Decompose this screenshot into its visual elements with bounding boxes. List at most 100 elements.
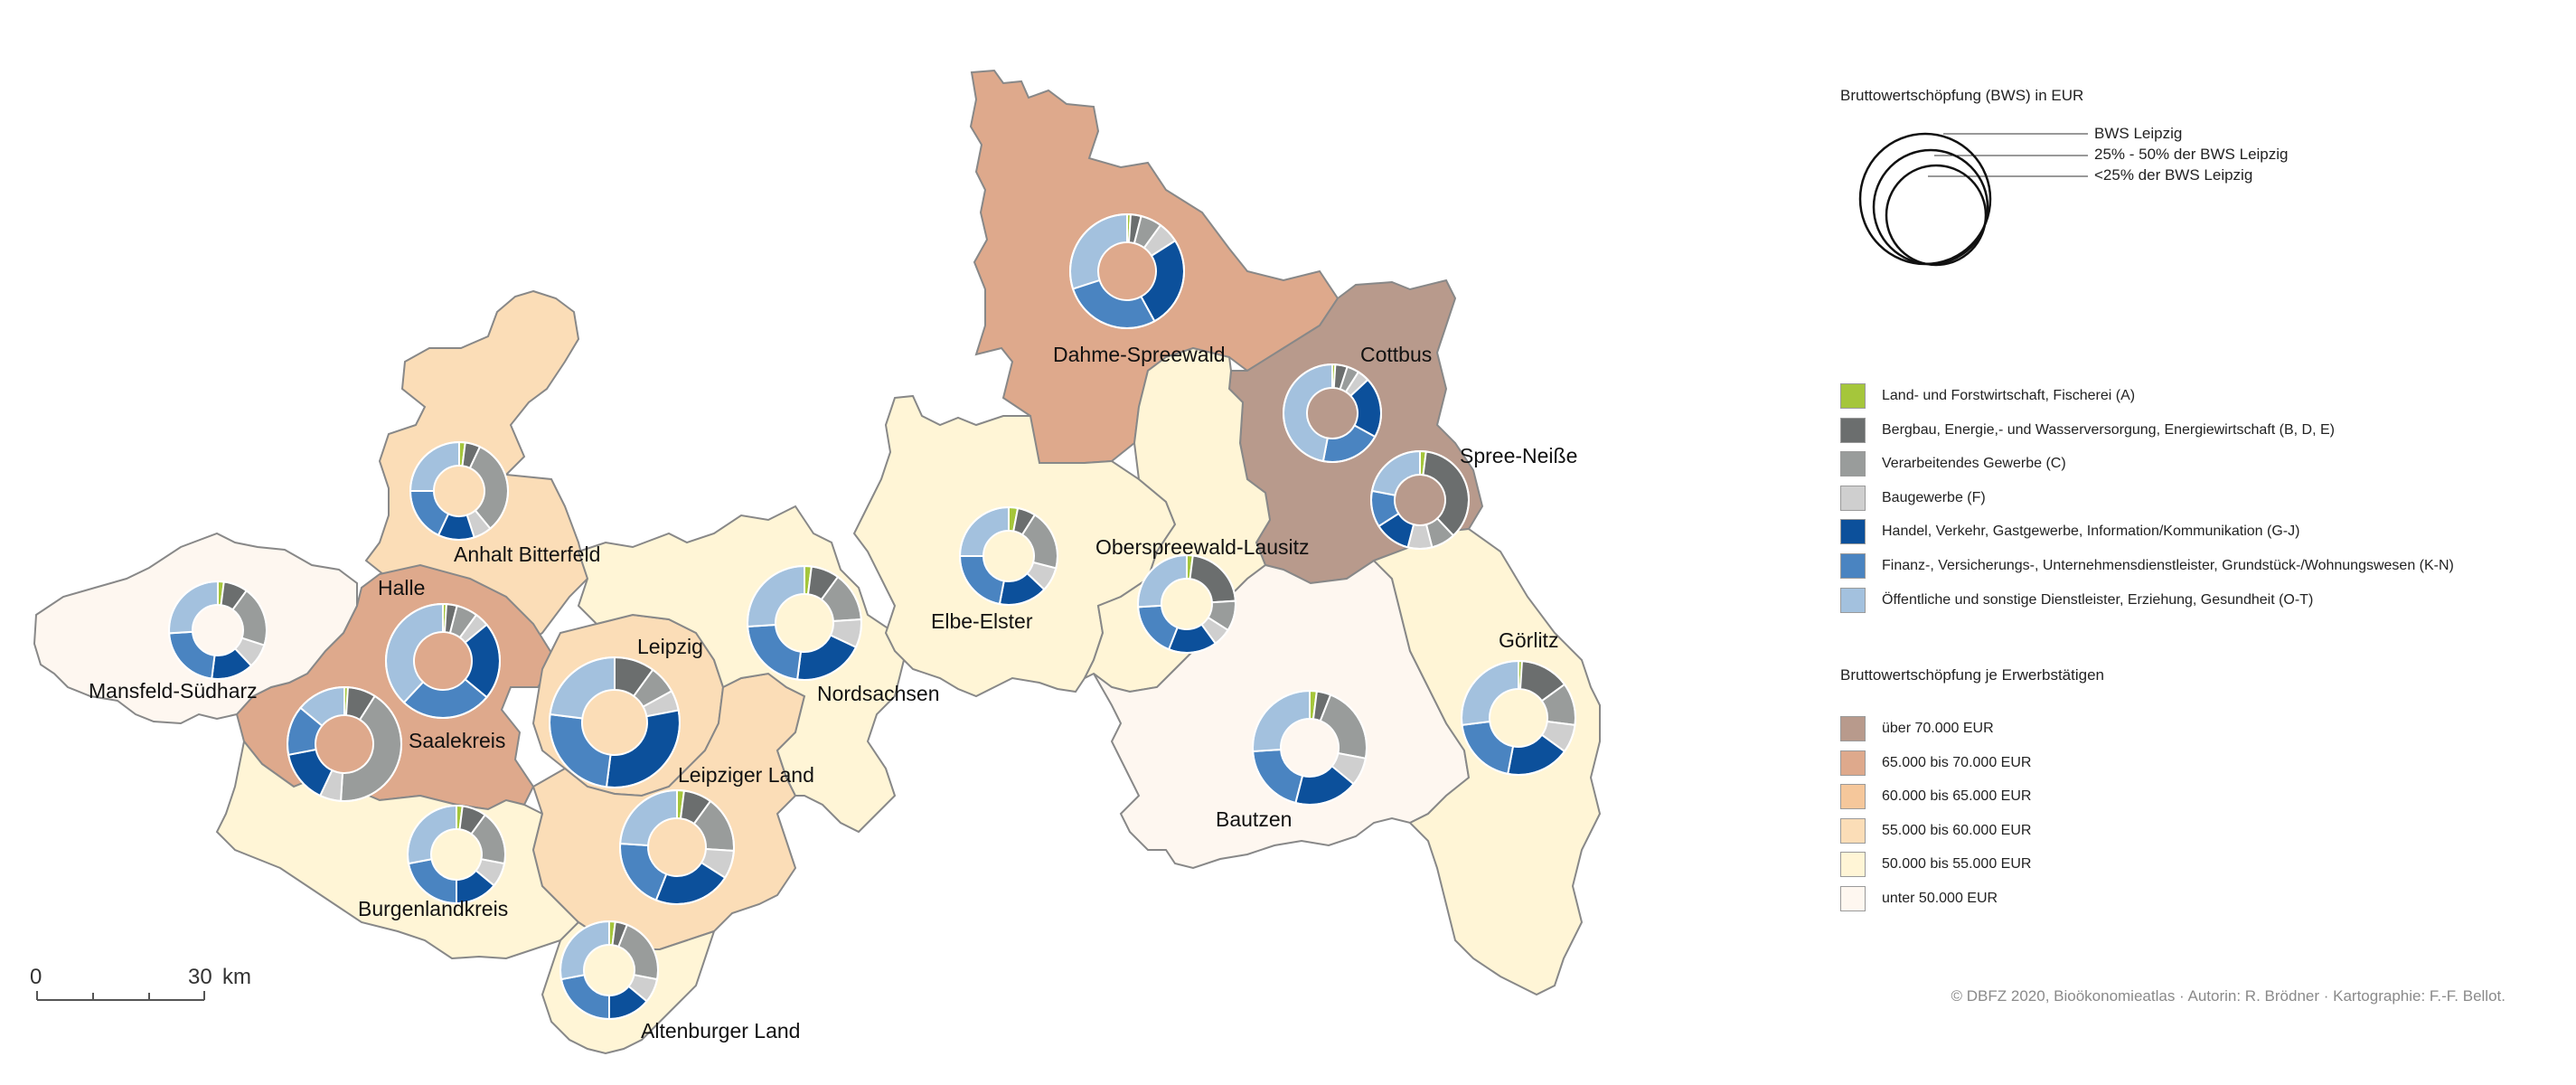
sector-legend-item-bde: Bergbau, Energie,- und Wasserversorgung,…	[1840, 417, 2335, 444]
donut-bautzen[interactable]	[1252, 689, 1368, 806]
sector-swatch	[1840, 553, 1866, 579]
productivity-legend-item: unter 50.000 EUR	[1840, 885, 1998, 912]
sector-legend-item-ot: Öffentliche und sonstige Dienstleister, …	[1840, 587, 2313, 614]
donut-saalekreis[interactable]	[287, 685, 402, 802]
scale-end-label: 30	[188, 965, 212, 989]
label-bautzen: Bautzen	[1216, 807, 1292, 831]
label-goerlitz: Görlitz	[1499, 628, 1558, 652]
donut-nordsachsen[interactable]	[747, 564, 862, 681]
label-mansfeld-suedharz: Mansfeld-Südharz	[89, 679, 258, 703]
productivity-label: 55.000 bis 60.000 EUR	[1882, 822, 2032, 838]
label-leipziger-land: Leipziger Land	[678, 763, 814, 787]
sector-label: Bergbau, Energie,- und Wasserversorgung,…	[1882, 421, 2335, 438]
productivity-swatch	[1840, 784, 1866, 810]
sector-swatch	[1840, 587, 1866, 613]
donut-leipzig[interactable]	[549, 656, 681, 788]
productivity-label: 60.000 bis 65.000 EUR	[1882, 788, 2032, 805]
legend: Bruttowertschöpfung (BWS) in EUR BWS Lei…	[1808, 0, 2549, 1085]
productivity-legend-item: über 70.000 EUR	[1840, 715, 1994, 742]
donut-outline	[1252, 690, 1368, 806]
donut-outline	[559, 920, 659, 1020]
productivity-swatch	[1840, 750, 1866, 776]
productivity-label: über 70.000 EUR	[1882, 721, 1994, 736]
donut-outline	[549, 656, 681, 788]
donut-outline	[287, 686, 402, 802]
label-saalekreis: Saalekreis	[409, 729, 505, 752]
sector-label: Handel, Verkehr, Gastgewerbe, Informatio…	[1882, 524, 2300, 540]
sector-legend-item-a: Land- und Forstwirtschaft, Fischerei (A)	[1840, 382, 2135, 410]
donut-mansfeld-südharz[interactable]	[168, 580, 268, 680]
donut-outline	[168, 580, 268, 680]
donut-cottbus[interactable]	[1283, 363, 1382, 463]
donut-dahme-spreewald[interactable]	[1068, 212, 1185, 329]
productivity-swatch	[1840, 817, 1866, 844]
productivity-legend-item: 55.000 bis 60.000 EUR	[1840, 817, 2031, 844]
label-anhalt-bitterfeld: Anhalt Bitterfeld	[454, 542, 600, 566]
donut-altenburger-land[interactable]	[559, 920, 659, 1021]
productivity-legend-title: Bruttowertschöpfung je Erwerbstätigen	[1840, 666, 2104, 684]
sector-legend-item-c: Verarbeitendes Gewerbe (C)	[1840, 450, 2066, 477]
donut-outline	[1069, 213, 1185, 329]
productivity-legend-item: 65.000 bis 70.000 EUR	[1840, 750, 2031, 777]
donut-outline	[409, 441, 509, 541]
label-elbe-elster: Elbe-Elster	[931, 609, 1033, 633]
map: Dahme-Spreewald Cottbus Spree-Neiße Anha…	[30, 69, 1602, 1055]
sector-label: Öffentliche und sonstige Dienstleister, …	[1882, 591, 2314, 608]
legend-title: Bruttowertschöpfung (BWS) in EUR	[1840, 87, 2084, 104]
donut-outline	[619, 789, 735, 905]
donut-outline	[1137, 554, 1236, 654]
sector-legend-item-kn: Finanz-, Versicherungs-, Unternehmensdie…	[1840, 552, 2454, 580]
label-cottbus: Cottbus	[1360, 343, 1432, 366]
sector-label: Land- und Forstwirtschaft, Fischerei (A)	[1882, 388, 2136, 403]
label-leipzig: Leipzig	[637, 635, 703, 658]
productivity-label: 65.000 bis 70.000 EUR	[1882, 754, 2032, 770]
donut-görlitz[interactable]	[1461, 659, 1576, 776]
productivity-label: 50.000 bis 55.000 EUR	[1882, 856, 2032, 873]
region-mansfeld-suedharz[interactable]	[33, 532, 358, 725]
sector-label: Verarbeitendes Gewerbe (C)	[1882, 456, 2066, 472]
size-legend-circles	[1858, 132, 2088, 267]
label-dahme-spreewald: Dahme-Spreewald	[1053, 343, 1225, 366]
label-altenburger-land: Altenburger Land	[641, 1019, 800, 1043]
label-nordsachsen: Nordsachsen	[817, 682, 940, 705]
sector-swatch	[1840, 383, 1866, 409]
sector-swatch	[1840, 417, 1866, 443]
donut-oberspreewald-lausitz[interactable]	[1137, 553, 1236, 654]
size-legend-full: BWS Leipzig	[2094, 125, 2183, 142]
productivity-swatch	[1840, 852, 1866, 878]
credit-text: © DBFZ 2020, Bioökonomieatlas · Autorin:…	[1951, 987, 2505, 1005]
donut-outline	[407, 805, 506, 904]
productivity-label: unter 50.000 EUR	[1882, 891, 1998, 906]
scale-bar: 0 30 km	[30, 965, 251, 1001]
sector-swatch	[1840, 485, 1866, 511]
donut-leipziger-land[interactable]	[619, 788, 735, 905]
donut-anhalt-bitterfeld[interactable]	[409, 440, 509, 541]
label-oberspreewald-lausitz: Oberspreewald-Lausitz	[1095, 535, 1310, 559]
sector-legend-item-gj: Handel, Verkehr, Gastgewerbe, Informatio…	[1840, 518, 2299, 545]
donut-outline	[959, 506, 1058, 606]
size-legend-lt25: <25% der BWS Leipzig	[2094, 166, 2253, 184]
donut-halle[interactable]	[385, 602, 501, 719]
label-halle: Halle	[378, 576, 425, 599]
productivity-swatch	[1840, 886, 1866, 911]
donut-outline	[385, 603, 501, 719]
productivity-legend-item: 50.000 bis 55.000 EUR	[1840, 851, 2031, 878]
donut-outline	[1461, 660, 1576, 776]
donut-elbe-elster[interactable]	[958, 505, 1058, 606]
donut-outline	[1283, 363, 1382, 463]
scale-start-label: 0	[30, 965, 42, 989]
donut-burgenlandkreis[interactable]	[407, 804, 506, 905]
sector-swatch	[1840, 451, 1866, 477]
scale-unit-label: km	[222, 965, 251, 989]
productivity-swatch	[1840, 716, 1866, 741]
donut-outline	[1370, 450, 1470, 550]
sector-legend-item-f: Baugewerbe (F)	[1840, 485, 1986, 512]
donut-outline	[747, 565, 862, 681]
donut-spree-neiße[interactable]	[1370, 449, 1470, 550]
sector-label: Finanz-, Versicherungs-, Unternehmensdie…	[1882, 558, 2454, 573]
size-legend-25-50: 25% - 50% der BWS Leipzig	[2094, 146, 2289, 163]
label-burgenlandkreis: Burgenlandkreis	[358, 897, 508, 920]
label-spree-neisse: Spree-Neiße	[1460, 444, 1577, 467]
sector-swatch	[1840, 519, 1866, 545]
sector-label: Baugewerbe (F)	[1882, 489, 1986, 505]
